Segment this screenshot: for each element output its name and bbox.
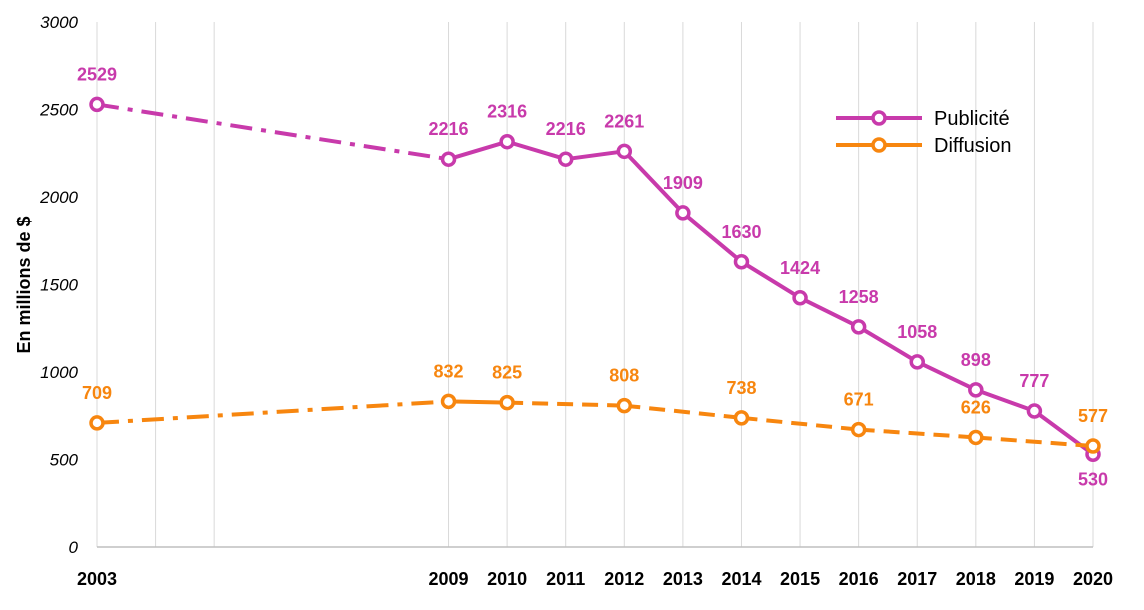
data-point [733, 410, 750, 426]
data-point [968, 382, 984, 398]
series-line-segment [975, 387, 1036, 413]
x-tick-label: 2018 [956, 569, 996, 589]
series-line-segment [565, 149, 625, 162]
series-line-segment [741, 415, 859, 432]
data-label: 808 [609, 366, 639, 386]
series-line-segment [681, 211, 743, 264]
data-point [850, 421, 867, 438]
data-point [616, 397, 633, 414]
data-label: 738 [726, 378, 756, 398]
data-label: 577 [1078, 406, 1108, 426]
series-line-segment [447, 139, 508, 162]
y-axis-label: En millions de $ [14, 216, 34, 353]
y-tick-label: 0 [69, 538, 79, 557]
data-point [909, 354, 925, 370]
legend-item: Publicité [836, 108, 1010, 130]
series-0 [89, 96, 1101, 462]
legend-label: Diffusion [934, 135, 1011, 157]
data-point [1026, 403, 1043, 419]
x-tick-label: 2019 [1014, 569, 1054, 589]
series-lines [89, 96, 1101, 462]
data-label: 1424 [780, 258, 820, 278]
data-point [675, 205, 691, 221]
data-label: 832 [434, 361, 464, 381]
data-point [968, 429, 984, 446]
data-point [616, 143, 633, 160]
data-label: 709 [82, 383, 112, 403]
series-line-segment [975, 435, 1094, 449]
data-point [89, 415, 105, 431]
legend-swatch-marker [871, 110, 887, 126]
series-line-segment [916, 360, 977, 392]
x-axis-ticks: 2003 2009 2010 2011 2012 2013 2014 2015 2016 2017… [77, 569, 1113, 589]
data-label: 2261 [604, 111, 644, 131]
data-point [440, 393, 457, 410]
x-tick-label: 2013 [663, 569, 703, 589]
data-label: 1258 [839, 287, 879, 307]
data-point [499, 133, 515, 150]
x-tick-label: 2014 [721, 569, 761, 589]
series-line-segment [507, 400, 625, 408]
legend-label: Publicité [934, 108, 1010, 130]
series-line-segment [857, 325, 919, 364]
data-label: 2216 [429, 119, 469, 139]
x-tick-label: 2012 [604, 569, 644, 589]
data-label: 626 [961, 397, 991, 417]
x-tick-label: 2009 [429, 569, 469, 589]
series-line-segment [622, 149, 685, 215]
x-tick-label: 2010 [487, 569, 527, 589]
series-line-segment [448, 399, 508, 405]
x-tick-label: 2011 [546, 569, 585, 589]
data-label: 777 [1019, 371, 1049, 391]
x-tick-label: 2020 [1073, 569, 1113, 589]
data-label: 2216 [546, 119, 586, 139]
y-tick-label: 1000 [40, 363, 78, 382]
legend-swatch-marker [871, 137, 887, 153]
series-line-segment [799, 296, 860, 329]
data-label: 1630 [721, 222, 761, 242]
grid-lines [96, 22, 1094, 547]
x-tick-label: 2015 [780, 569, 820, 589]
x-tick-label: 2016 [839, 569, 879, 589]
series-line-segment [506, 139, 567, 162]
data-label: 898 [961, 350, 991, 370]
series-line-segment [740, 260, 802, 300]
data-label: 2316 [487, 102, 527, 122]
y-tick-label: 2500 [39, 101, 78, 120]
data-label: 1909 [663, 173, 703, 193]
data-point [1085, 438, 1101, 454]
y-tick-label: 3000 [40, 13, 78, 32]
data-point [792, 290, 808, 306]
y-tick-label: 500 [50, 451, 79, 470]
data-point [89, 96, 105, 113]
legend-item: Diffusion [836, 135, 1011, 157]
data-point [440, 151, 457, 167]
data-label: 1058 [897, 322, 937, 342]
series-1 [89, 393, 1101, 454]
y-tick-label: 2000 [39, 188, 78, 207]
data-point [499, 394, 515, 411]
data-label: 530 [1078, 469, 1108, 489]
data-label: 671 [844, 390, 874, 410]
data-point [850, 319, 867, 335]
data-point [733, 254, 750, 270]
series-line-segment [858, 427, 976, 440]
data-label: 825 [492, 363, 522, 383]
data-labels: 2529 2216 2316 2216 2261 1909 1630 1424 1258 1058… [77, 64, 1108, 489]
y-axis-ticks: 0 500 1000 1500 2000 2500 3000 [39, 13, 78, 557]
series-line-segment [624, 403, 742, 420]
y-tick-label: 1500 [40, 276, 78, 295]
data-point [557, 151, 574, 167]
data-label: 2529 [77, 64, 117, 84]
x-tick-label: 2003 [77, 569, 117, 589]
x-tick-label: 2017 [897, 569, 937, 589]
series-line-segment [96, 102, 449, 162]
series-line-segment [96, 399, 449, 425]
legend: Publicité Diffusion [836, 108, 1011, 157]
